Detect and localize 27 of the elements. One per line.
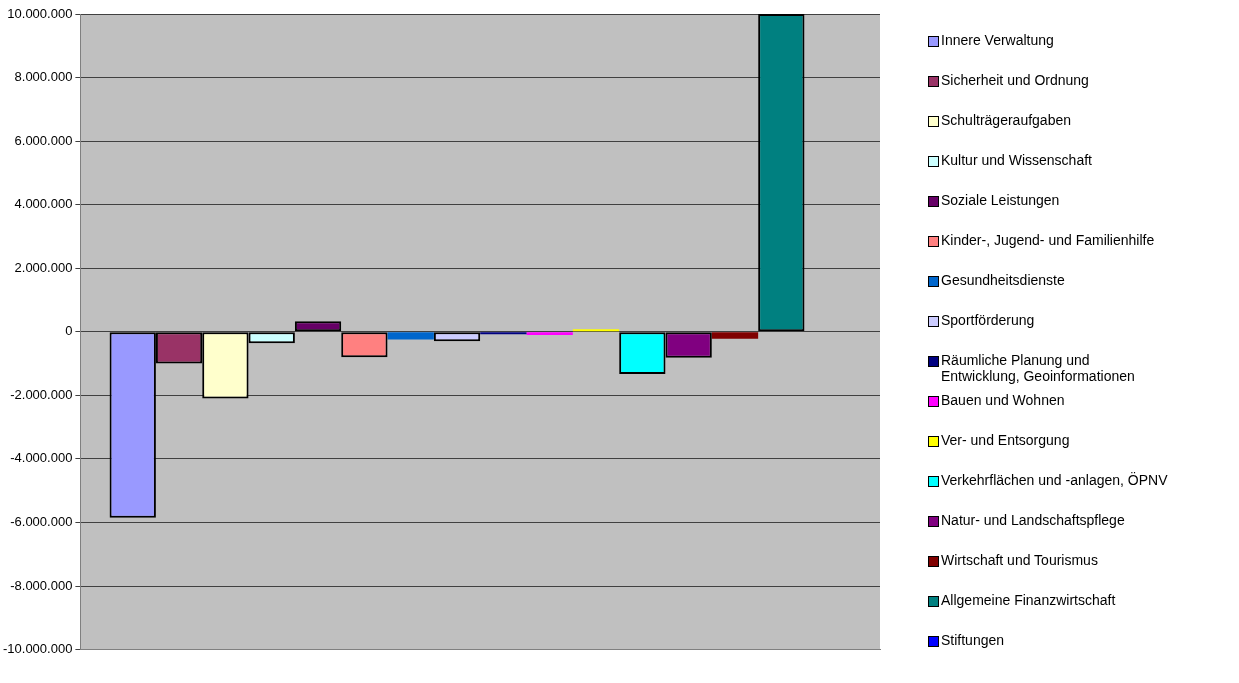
y-tick-label: -8.000.000 (10, 577, 73, 593)
y-tick-label: 4.000.000 (14, 196, 73, 212)
legend-label: Allgemeine Finanzwirtschaft (941, 592, 1117, 608)
y-tick-label: 2.000.000 (14, 259, 73, 275)
legend-label: Gesundheitsdienste (941, 272, 1066, 288)
y-tick-label: 0 (65, 323, 73, 339)
y-tick-label: -6.000.000 (10, 514, 73, 530)
legend-label: Natur- und Landschaftspflege (941, 512, 1126, 528)
y-tick-label: 8.000.000 (14, 69, 73, 85)
y-tick-label: 10.000.000 (7, 5, 73, 21)
legend-label: Verkehrflächen und -anlagen, ÖPNV (941, 472, 1169, 488)
legend-label: Sicherheit und Ordnung (941, 72, 1090, 88)
y-tick-label: -2.000.000 (10, 386, 73, 402)
y-tick-label: -4.000.000 (10, 450, 73, 466)
y-tick-label: -10.000.000 (2, 641, 73, 657)
legend-label: Räumliche Planung und Entwicklung, Geoinformationen (941, 352, 1136, 384)
legend-label: Bauen und Wohnen (941, 392, 1066, 408)
legend-label: Soziale Leistungen (941, 192, 1061, 208)
legend-label: Kultur und Wissenschaft (941, 152, 1093, 168)
legend-label: Sportförderung (941, 312, 1036, 328)
legend-label: Innere Verwaltung (941, 32, 1055, 48)
legend-label: Schulträgeraufgaben (941, 112, 1072, 128)
legend-label: Kinder-, Jugend- und Familienhilfe (941, 232, 1156, 248)
legend-label: Stiftungen (941, 632, 1006, 648)
y-tick-label: 6.000.000 (14, 132, 73, 148)
legend-label: Ver- und Entsorgung (941, 432, 1071, 448)
legend-label: Wirtschaft und Tourismus (941, 552, 1099, 568)
